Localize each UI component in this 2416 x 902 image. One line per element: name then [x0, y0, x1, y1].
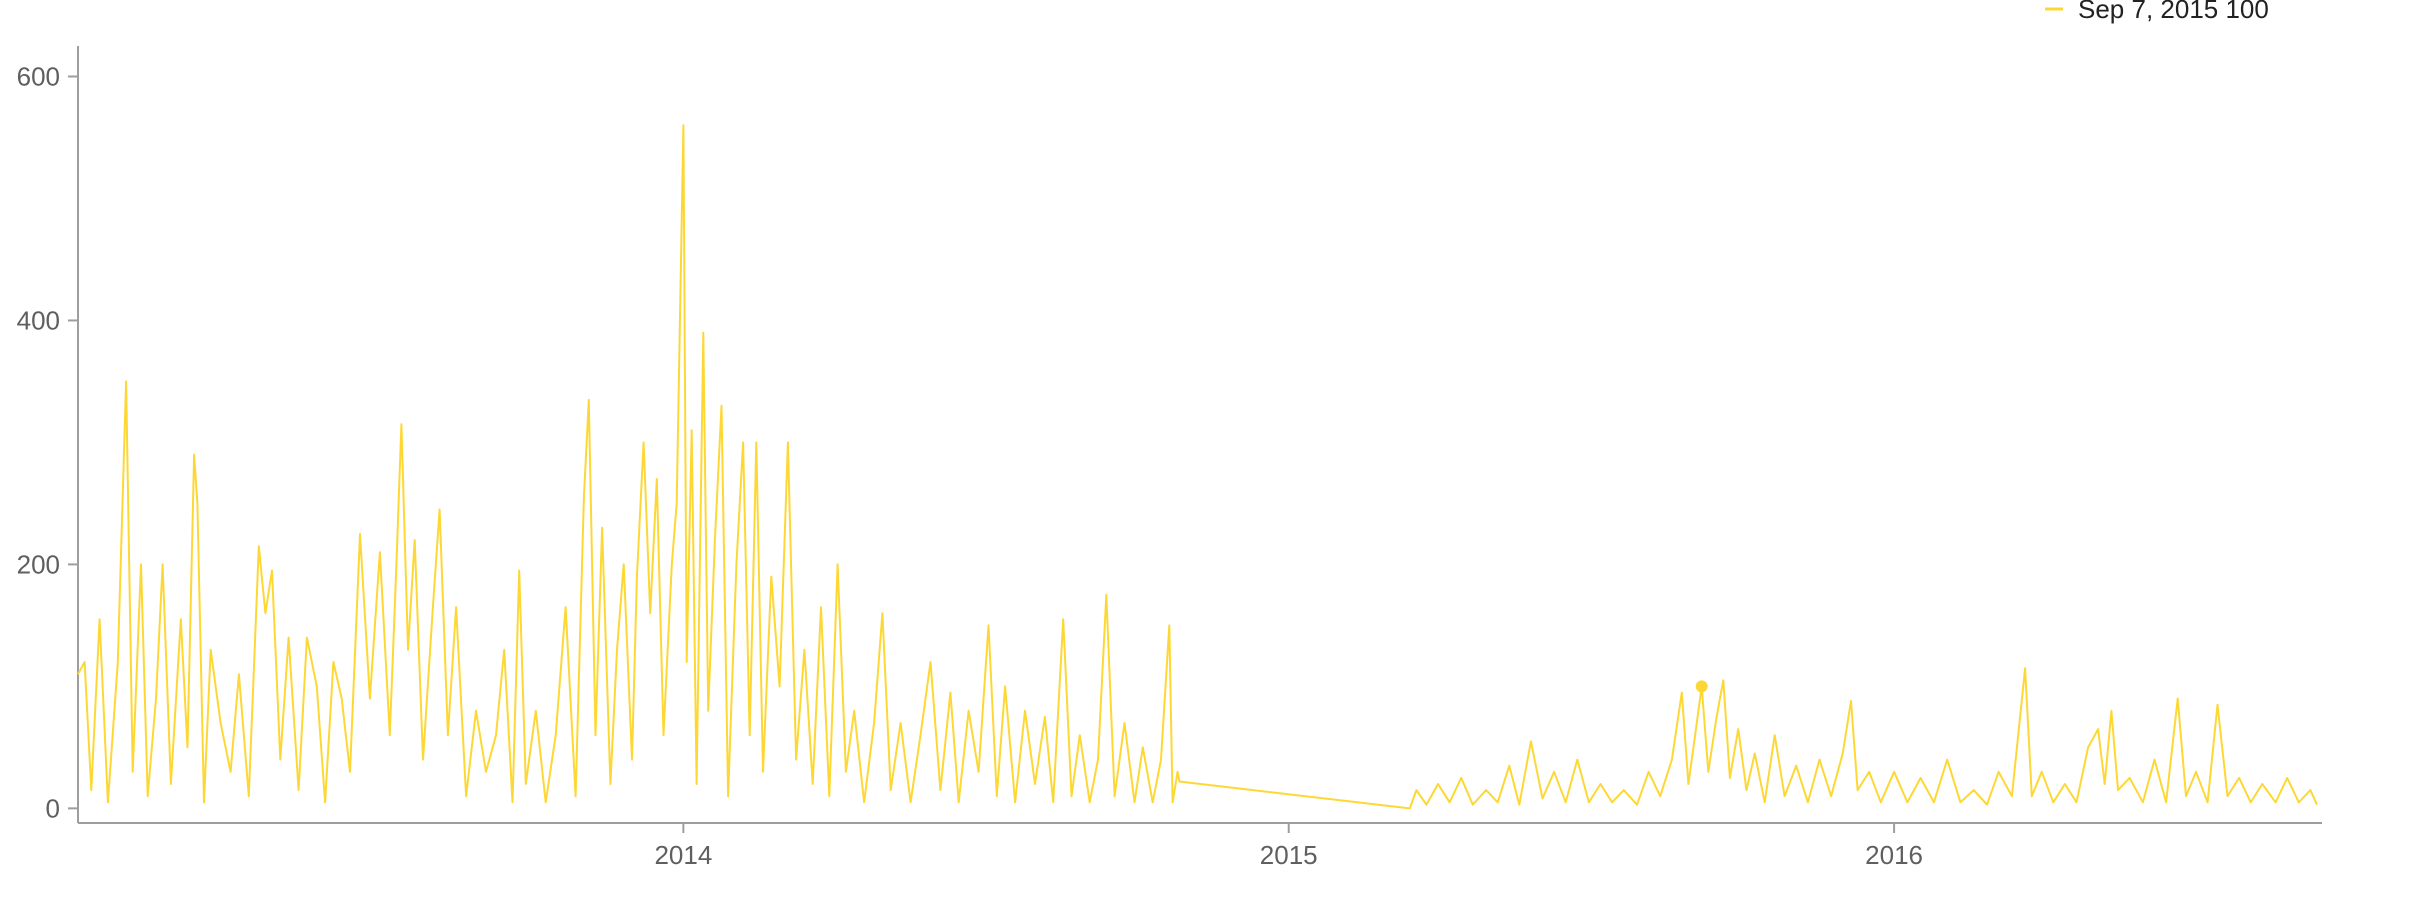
x-tick-label: 2014 — [654, 840, 712, 870]
y-tick-label: 600 — [17, 61, 60, 91]
x-tick-label: 2015 — [1260, 840, 1318, 870]
x-axis-ticks: 2014 2015 2016 — [654, 823, 1923, 870]
y-axis-ticks: 0 200 400 600 — [17, 61, 78, 823]
axes — [77, 46, 2322, 824]
legend-entry-text: Sep 7, 2015 100 — [2078, 0, 2269, 24]
legend: Sep 7, 2015 100 — [2045, 0, 2269, 24]
x-tick-label: 2016 — [1865, 840, 1923, 870]
y-tick-label: 200 — [17, 549, 60, 579]
highlight-point[interactable] — [1695, 680, 1708, 693]
series-line — [77, 124, 2318, 810]
y-tick-label: 0 — [46, 793, 60, 823]
y-tick-label: 400 — [17, 305, 60, 335]
